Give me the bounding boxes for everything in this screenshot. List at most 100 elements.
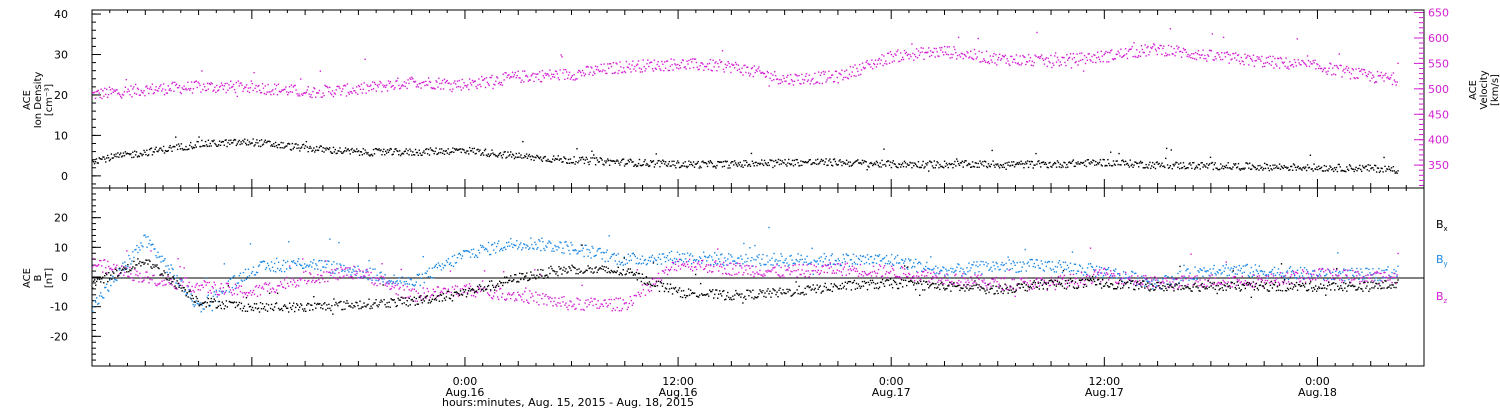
by-series-point bbox=[1019, 261, 1021, 263]
bz-series-point bbox=[206, 281, 208, 284]
density-series-point bbox=[1094, 164, 1096, 166]
density-series-point bbox=[702, 160, 704, 162]
by-series-point bbox=[248, 275, 251, 277]
density-series-point bbox=[379, 150, 381, 152]
velocity-series-point bbox=[1347, 67, 1350, 69]
bz-series-point bbox=[425, 297, 428, 299]
velocity-series-point bbox=[609, 63, 612, 65]
by-series-point bbox=[1125, 273, 1127, 275]
density-series-point bbox=[607, 158, 609, 160]
velocity-series-point bbox=[1289, 60, 1291, 63]
by-series-point bbox=[1289, 266, 1292, 268]
density-series-point bbox=[1216, 167, 1218, 170]
density-series-point bbox=[672, 164, 674, 166]
density-series-point bbox=[1331, 169, 1333, 171]
by-series-point bbox=[866, 254, 869, 256]
velocity-series-point bbox=[167, 85, 169, 87]
by-series-point bbox=[300, 264, 302, 267]
velocity-series-point bbox=[1360, 68, 1363, 71]
by-series-point bbox=[992, 261, 994, 263]
velocity-series-point bbox=[882, 64, 884, 67]
by-series-point bbox=[383, 278, 385, 280]
density-series-point bbox=[682, 162, 685, 164]
bz-series-point bbox=[141, 281, 143, 283]
by-series-point bbox=[100, 292, 102, 294]
density-series-point bbox=[1081, 162, 1084, 165]
velocity-series-point bbox=[608, 63, 611, 65]
velocity-series-point bbox=[994, 62, 996, 64]
velocity-series-point bbox=[578, 69, 580, 72]
density-series-point bbox=[955, 165, 957, 167]
by-series-point bbox=[590, 257, 592, 259]
velocity-series-point bbox=[191, 92, 194, 94]
by-series-point bbox=[1195, 277, 1197, 279]
by-series-point bbox=[828, 259, 830, 261]
velocity-series-point bbox=[1290, 64, 1293, 66]
density-series-point bbox=[1387, 168, 1389, 171]
density-series-point bbox=[1239, 169, 1242, 171]
bz-series-point bbox=[371, 282, 373, 284]
bz-series-point bbox=[268, 282, 271, 284]
density-series-point bbox=[1325, 165, 1327, 168]
velocity-series-point bbox=[777, 83, 780, 85]
by-series-point bbox=[134, 249, 136, 251]
by-series-point bbox=[408, 283, 410, 285]
density-series-point bbox=[982, 160, 984, 163]
by-series-point bbox=[1353, 275, 1355, 278]
by-series-point bbox=[715, 262, 717, 265]
density-series-point bbox=[985, 165, 988, 168]
bz-series-point bbox=[106, 272, 108, 274]
by-series-point bbox=[1082, 274, 1085, 276]
velocity-series-point bbox=[369, 85, 371, 88]
velocity-series-point bbox=[1172, 53, 1174, 55]
velocity-series-point bbox=[1248, 64, 1250, 66]
density-series-point bbox=[847, 161, 850, 163]
velocity-series-point bbox=[727, 61, 729, 63]
by-series-point bbox=[1197, 270, 1199, 272]
by-series-point bbox=[1032, 265, 1034, 268]
velocity-series-point bbox=[352, 87, 354, 89]
density-series-point bbox=[789, 164, 792, 166]
density-series-point bbox=[598, 161, 601, 163]
density-series-point bbox=[1228, 167, 1230, 169]
density-series-point bbox=[1008, 161, 1010, 163]
by-series-point bbox=[874, 254, 877, 257]
velocity-series-point bbox=[315, 92, 318, 94]
by-series-point bbox=[214, 293, 216, 296]
velocity-series-point bbox=[303, 92, 306, 94]
by-series-point bbox=[1333, 278, 1335, 281]
bz-series-point bbox=[374, 282, 376, 285]
density-series-point bbox=[1021, 163, 1023, 165]
density-series-point bbox=[1097, 163, 1100, 165]
by-series-point bbox=[727, 258, 729, 260]
by-series-point bbox=[621, 261, 623, 263]
by-series-point bbox=[418, 273, 420, 275]
velocity-series-point bbox=[122, 94, 125, 96]
bz-series-point bbox=[272, 288, 275, 290]
density-series-point bbox=[1244, 167, 1246, 169]
density-series-point bbox=[1034, 164, 1036, 166]
velocity-series-point bbox=[367, 85, 369, 88]
velocity-series-point bbox=[677, 63, 679, 66]
density-series-point bbox=[264, 139, 267, 141]
density-series-point bbox=[425, 148, 427, 151]
by-series-point bbox=[833, 263, 836, 265]
density-series-point bbox=[835, 163, 838, 165]
by-series-point bbox=[988, 269, 990, 272]
velocity-series-point bbox=[677, 68, 680, 70]
density-series-point bbox=[272, 145, 274, 148]
velocity-series-point bbox=[1328, 67, 1330, 69]
by-series-point bbox=[826, 264, 828, 267]
by-series-point bbox=[814, 260, 816, 263]
density-series-point bbox=[752, 162, 755, 165]
bz-series-point bbox=[499, 287, 502, 290]
by-series-point bbox=[740, 255, 742, 257]
density-series-point bbox=[1210, 162, 1213, 164]
bz-series-point bbox=[340, 266, 342, 268]
velocity-series-point bbox=[543, 77, 546, 79]
velocity-series-point bbox=[125, 78, 127, 81]
velocity-series-point bbox=[1025, 60, 1028, 63]
velocity-series-point bbox=[604, 70, 606, 72]
velocity-series-point bbox=[946, 46, 949, 48]
density-series-point bbox=[1238, 168, 1241, 170]
